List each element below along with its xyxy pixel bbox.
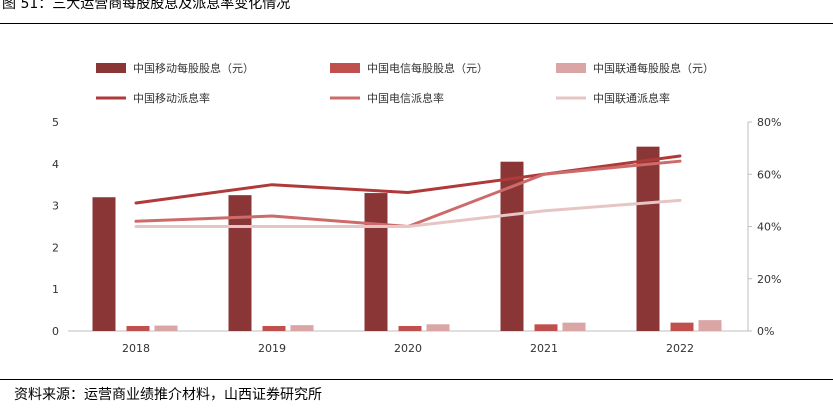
x-tick-label: 2021: [530, 342, 558, 355]
bar: [534, 324, 558, 331]
y-left-tick-label: 0: [52, 325, 59, 338]
series-line: [134, 154, 682, 205]
title-divider: [0, 23, 833, 24]
legend-label: 中国移动每股股息（元）: [133, 61, 254, 75]
y-right-tick-label: 0%: [757, 325, 774, 338]
legend-swatch: [556, 63, 586, 73]
bar: [262, 325, 286, 331]
figure-source: 资料来源：运营商业绩推介材料，山西证券研究所: [14, 387, 322, 403]
y-right-tick-label: 20%: [757, 273, 781, 286]
bar: [500, 161, 524, 331]
bar: [426, 324, 450, 331]
legend-swatch: [96, 63, 126, 73]
legend-label: 中国联通派息率: [593, 91, 670, 105]
bar: [398, 325, 422, 331]
y-right-tick-label: 60%: [757, 168, 781, 181]
y-left-tick-label: 1: [52, 283, 59, 296]
legend-label: 中国移动派息率: [133, 91, 210, 105]
x-tick-label: 2022: [666, 342, 694, 355]
bar: [670, 322, 694, 331]
x-tick-label: 2019: [258, 342, 286, 355]
bar: [698, 320, 722, 331]
bar: [290, 325, 314, 331]
legend-swatch: [330, 63, 360, 73]
series-line: [134, 198, 682, 228]
y-left-tick-label: 2: [52, 241, 59, 254]
y-left-tick-label: 3: [52, 200, 59, 213]
dividend-chart: 中国移动每股股息（元） 中国电信每股股息（元） 中国联通每股股息（元） 中国移动派息率…: [52, 61, 781, 355]
legend-label: 中国电信派息率: [367, 91, 444, 105]
bar: [228, 195, 252, 331]
bar: [154, 325, 178, 331]
bar: [126, 325, 150, 331]
y-right-tick-label: 40%: [757, 221, 781, 234]
tick-labels: 0 1 2 3 4 5 0% 20% 40% 60% 80% 2018 2019 2020 2021 2022: [52, 116, 781, 355]
y-left-tick-label: 5: [52, 116, 59, 129]
bar: [92, 197, 116, 331]
y-left-tick-label: 4: [52, 158, 59, 171]
legend-label: 中国电信每股股息（元）: [367, 61, 488, 75]
x-tick-label: 2018: [122, 342, 150, 355]
figure-title: 图 51：三大运营商每股股息及派息率变化情况: [2, 0, 291, 12]
source-divider: [0, 379, 833, 380]
legend-label: 中国联通每股股息（元）: [593, 61, 714, 75]
lines: [134, 154, 682, 228]
bars: [92, 146, 722, 331]
bar: [562, 322, 586, 331]
bar: [636, 146, 660, 331]
bar: [364, 193, 388, 331]
y-right-tick-label: 80%: [757, 116, 781, 129]
legend: 中国移动每股股息（元） 中国电信每股股息（元） 中国联通每股股息（元） 中国移动派息率…: [96, 61, 714, 105]
x-tick-label: 2020: [394, 342, 422, 355]
